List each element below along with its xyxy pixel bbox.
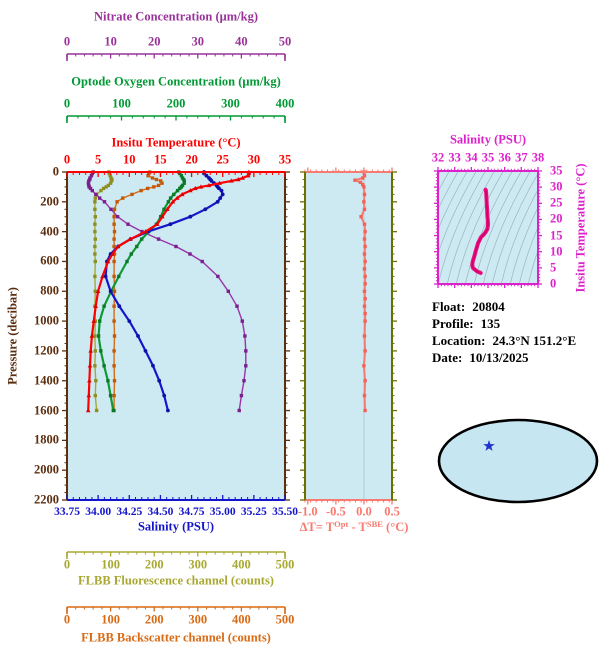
delta-t-label-suffix: (°C) xyxy=(382,520,409,534)
tick-label: 34.00 xyxy=(85,506,112,518)
tick-label: 33 xyxy=(448,150,461,165)
tick-label: 100 xyxy=(101,557,120,572)
tick-label: 30 xyxy=(247,152,261,167)
tick-label: 25 xyxy=(550,195,563,210)
tick-label: 20 xyxy=(147,34,161,49)
tick-label: 200 xyxy=(144,557,164,572)
tick-label: 10 xyxy=(104,34,117,49)
delta-t-label-sup-sbe: SBE xyxy=(366,519,383,529)
tick-label: 40 xyxy=(235,34,248,49)
delta-t-label-mid: - T xyxy=(348,520,367,534)
tick-label: 20 xyxy=(550,211,563,226)
tick-label: 34.75 xyxy=(178,506,205,518)
tick-label: 600 xyxy=(40,253,59,268)
salinity-axis-label: Salinity (PSU) xyxy=(137,519,215,534)
tick-label: 0 xyxy=(63,612,71,627)
tick-label: 35 xyxy=(550,163,563,178)
world-map xyxy=(437,418,599,504)
tick-label: 5 xyxy=(550,260,557,275)
tick-label: 400 xyxy=(232,557,251,572)
tick-label: 1600 xyxy=(34,403,59,418)
tick-label: 200 xyxy=(144,612,164,627)
nitrate-axis-label: Nitrate Concentration (μm/kg) xyxy=(94,9,258,24)
float-id-label: Float: xyxy=(432,299,466,314)
tick-label: 200 xyxy=(166,96,186,111)
delta-t-label-prefix: ΔT= T xyxy=(299,520,335,534)
tick-label: 32 xyxy=(431,150,445,165)
tick-label: 35.00 xyxy=(209,506,236,518)
tick-label: 2000 xyxy=(34,462,59,477)
tick-label: 400 xyxy=(275,96,295,111)
tick-label: 35 xyxy=(481,150,495,165)
fluorescence-axis-label: FLBB Fluorescence channel (counts) xyxy=(78,573,274,588)
tick-label: 400 xyxy=(232,612,251,627)
tick-label: 0 xyxy=(63,557,71,572)
temperature-axis-label: Insitu Temperature (°C) xyxy=(111,135,241,150)
tick-label: 0.5 xyxy=(384,504,400,519)
location-line: Location: 24.3°N 151.2°E xyxy=(432,333,576,349)
tick-label: 500 xyxy=(275,557,295,572)
tick-label: -1.0 xyxy=(297,504,318,519)
tick-label: 10 xyxy=(123,152,136,167)
tick-label: 1800 xyxy=(34,432,59,447)
tick-label: 100 xyxy=(101,612,120,627)
profile-number-line: Profile: 135 xyxy=(432,316,500,332)
tick-label: 0 xyxy=(63,34,71,49)
location-value: 24.3°N 151.2°E xyxy=(492,333,577,348)
tick-label: 25 xyxy=(216,152,229,167)
tick-label: 0 xyxy=(63,152,71,167)
float-id-value: 20804 xyxy=(472,299,505,314)
tick-label: -0.5 xyxy=(325,504,346,519)
tick-label: 30 xyxy=(550,179,563,194)
tick-label: 0.0 xyxy=(356,504,372,519)
tick-label: 0 xyxy=(52,164,59,179)
tick-label: 33.75 xyxy=(54,506,80,518)
tick-label: 20 xyxy=(185,152,198,167)
tick-label: 5 xyxy=(95,152,102,167)
location-label: Location: xyxy=(432,333,486,348)
date-value: 10/13/2025 xyxy=(469,350,529,365)
profile-number-value: 135 xyxy=(480,316,501,331)
tick-label: 34.50 xyxy=(147,506,174,518)
tick-label: 35.25 xyxy=(240,506,267,518)
oxygen-axis-label: Optode Oxygen Concentration (μm/kg) xyxy=(71,74,281,89)
tick-label: 34.25 xyxy=(116,506,143,518)
backscatter-axis-label: FLBB Backscatter channel (counts) xyxy=(81,630,271,645)
tick-label: 300 xyxy=(188,612,208,627)
delta-t-label-sup-opt: Opt xyxy=(334,519,349,529)
tick-label: 15 xyxy=(550,228,563,243)
tick-label: 1400 xyxy=(34,373,59,388)
tick-label: 0 xyxy=(63,96,71,111)
tick-label: 2200 xyxy=(34,492,59,507)
tick-label: 500 xyxy=(275,612,295,627)
tick-label: 34 xyxy=(465,150,478,165)
tick-label: 15 xyxy=(154,152,167,167)
tick-label: 1200 xyxy=(34,343,59,358)
float-location-star xyxy=(483,440,495,451)
tick-label: 30 xyxy=(191,34,205,49)
tick-label: 35.50 xyxy=(272,506,298,518)
tick-label: 0 xyxy=(550,276,557,291)
tick-label: 50 xyxy=(278,34,292,49)
tick-label: 100 xyxy=(112,96,131,111)
delta-t-axis-label: ΔT= TOpt - TSBE (°C) xyxy=(300,519,409,535)
tick-label: 400 xyxy=(40,224,59,239)
tick-label: 37 xyxy=(515,150,528,165)
tick-label: 36 xyxy=(498,150,511,165)
tick-label: 1000 xyxy=(34,313,59,328)
date-line: Date: 10/13/2025 xyxy=(432,350,529,366)
ts-salinity-label: Salinity (PSU) xyxy=(449,132,527,147)
tick-label: 38 xyxy=(531,150,545,165)
tick-label: 10 xyxy=(550,244,563,259)
tick-label: 800 xyxy=(40,283,59,298)
tick-label: 200 xyxy=(40,194,59,209)
tick-label: 300 xyxy=(188,557,208,572)
tick-label: 300 xyxy=(221,96,240,111)
float-id-line: Float: 20804 xyxy=(432,299,505,315)
date-label: Date: xyxy=(432,350,463,365)
tick-label: 35 xyxy=(278,152,292,167)
profile-number-label: Profile: xyxy=(432,316,474,331)
